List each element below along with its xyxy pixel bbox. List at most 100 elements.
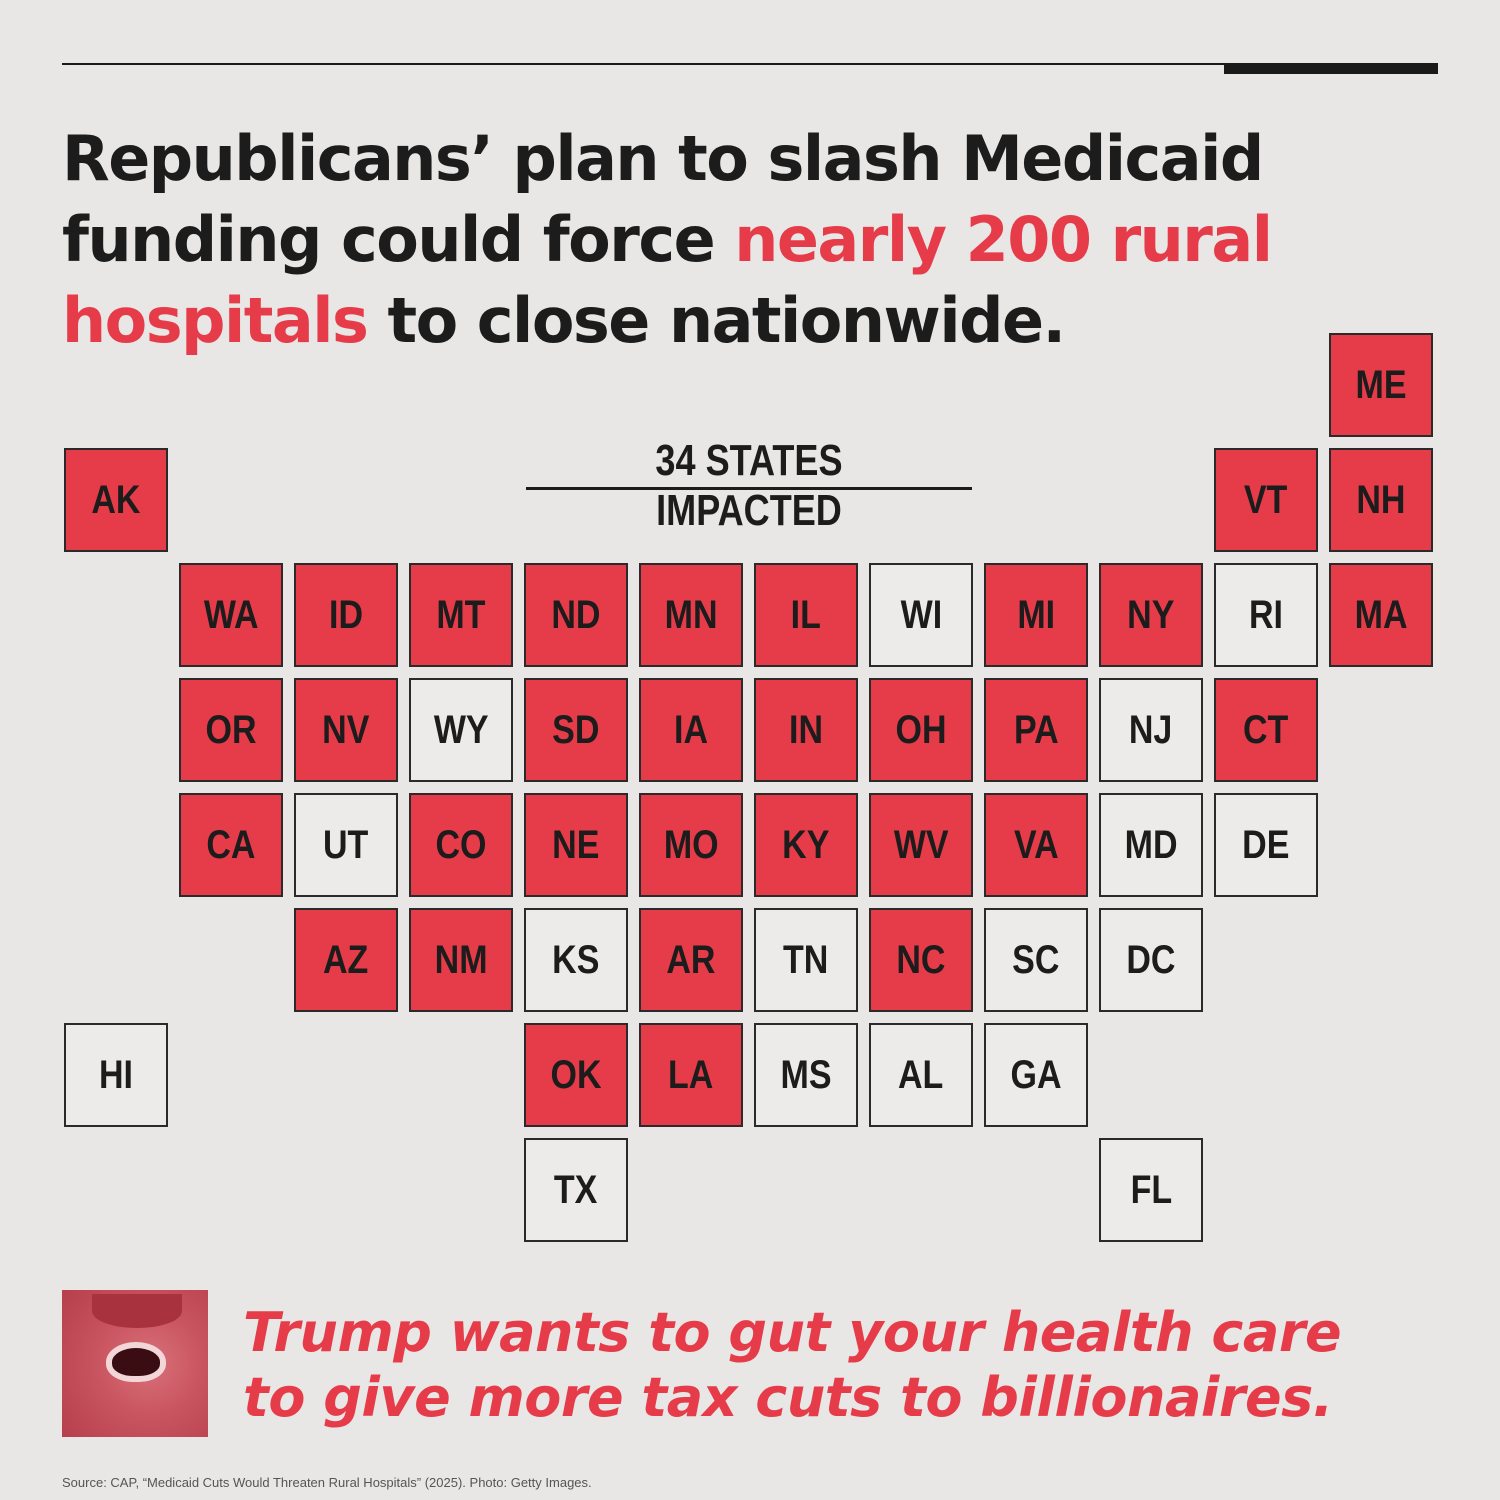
state-tile-or: OR xyxy=(179,678,283,782)
state-code: MN xyxy=(664,592,718,637)
state-tile-va: VA xyxy=(984,793,1088,897)
state-code: FL xyxy=(1130,1167,1172,1212)
state-tile-wy: WY xyxy=(409,678,513,782)
state-tile-mi: MI xyxy=(984,563,1088,667)
state-tile-md: MD xyxy=(1099,793,1203,897)
state-tile-ca: CA xyxy=(179,793,283,897)
state-tile-ia: IA xyxy=(639,678,743,782)
state-code: ME xyxy=(1355,362,1407,407)
state-code: VA xyxy=(1013,822,1059,867)
state-tile-wa: WA xyxy=(179,563,283,667)
state-code: IL xyxy=(790,592,822,637)
state-code: AR xyxy=(666,937,716,982)
state-tile-map: ME AK VT NH WA ID MT ND MN IL WI MI NY RI MA OR NV WY SD IA… xyxy=(64,333,1433,1242)
state-tile-ms: MS xyxy=(754,1023,858,1127)
state-tile-fl: FL xyxy=(1099,1138,1203,1242)
state-code: VT xyxy=(1244,477,1288,522)
state-tile-oh: OH xyxy=(869,678,973,782)
state-code: DC xyxy=(1126,937,1176,982)
state-tile-mo: MO xyxy=(639,793,743,897)
state-code: SC xyxy=(1012,937,1060,982)
state-tile-ne: NE xyxy=(524,793,628,897)
headline: Republicans’ plan to slash Medicaid fund… xyxy=(62,118,1402,361)
state-code: OR xyxy=(205,707,257,752)
tagline-line2: to give more tax cuts to billionaires. xyxy=(243,1366,1333,1429)
state-tile-ut: UT xyxy=(294,793,398,897)
state-code: NC xyxy=(896,937,946,982)
headline-part2: to close nationwide. xyxy=(367,284,1066,357)
state-tile-hi: HI xyxy=(64,1023,168,1127)
state-code: TX xyxy=(554,1167,598,1212)
state-tile-sd: SD xyxy=(524,678,628,782)
state-code: NM xyxy=(434,937,488,982)
state-code: AK xyxy=(91,477,141,522)
state-code: WV xyxy=(893,822,949,867)
state-tile-ri: RI xyxy=(1214,563,1318,667)
state-tile-wi: WI xyxy=(869,563,973,667)
state-code: GA xyxy=(1010,1052,1062,1097)
top-rule xyxy=(62,63,1438,65)
state-tile-il: IL xyxy=(754,563,858,667)
state-code: WA xyxy=(203,592,259,637)
headline-part1: Republicans’ plan to slash Medicaid fund… xyxy=(62,122,1264,276)
state-code: NJ xyxy=(1129,707,1173,752)
state-tile-sc: SC xyxy=(984,908,1088,1012)
state-code: OK xyxy=(550,1052,602,1097)
state-tile-la: LA xyxy=(639,1023,743,1127)
state-code: WI xyxy=(900,592,942,637)
state-tile-az: AZ xyxy=(294,908,398,1012)
state-code: KS xyxy=(552,937,600,982)
state-code: TN xyxy=(783,937,829,982)
state-code: NY xyxy=(1127,592,1175,637)
tagline-line1: Trump wants to gut your health care xyxy=(243,1301,1342,1364)
state-code: MT xyxy=(436,592,486,637)
state-tile-id: ID xyxy=(294,563,398,667)
state-code: NE xyxy=(552,822,600,867)
photo-nose-shape xyxy=(92,1294,182,1328)
state-code: RI xyxy=(1249,592,1283,637)
state-tile-mn: MN xyxy=(639,563,743,667)
state-code: CO xyxy=(435,822,487,867)
state-tile-al: AL xyxy=(869,1023,973,1127)
state-code: SD xyxy=(552,707,600,752)
state-tile-ky: KY xyxy=(754,793,858,897)
state-tile-nc: NC xyxy=(869,908,973,1012)
state-tile-nm: NM xyxy=(409,908,513,1012)
state-tile-ga: GA xyxy=(984,1023,1088,1127)
state-code: CT xyxy=(1243,707,1289,752)
state-tile-wv: WV xyxy=(869,793,973,897)
state-code: ND xyxy=(551,592,601,637)
source-note: Source: CAP, “Medicaid Cuts Would Threat… xyxy=(62,1475,592,1490)
state-tile-pa: PA xyxy=(984,678,1088,782)
top-rule-accent xyxy=(1224,63,1438,74)
state-tile-ks: KS xyxy=(524,908,628,1012)
state-tile-nj: NJ xyxy=(1099,678,1203,782)
state-tile-ma: MA xyxy=(1329,563,1433,667)
state-code: IN xyxy=(789,707,823,752)
state-tile-tx: TX xyxy=(524,1138,628,1242)
state-tile-nv: NV xyxy=(294,678,398,782)
state-code: MI xyxy=(1017,592,1055,637)
state-code: MD xyxy=(1124,822,1178,867)
state-tile-tn: TN xyxy=(754,908,858,1012)
state-code: HI xyxy=(99,1052,133,1097)
state-tile-ar: AR xyxy=(639,908,743,1012)
state-tile-vt: VT xyxy=(1214,448,1318,552)
state-tile-me: ME xyxy=(1329,333,1433,437)
state-code: PA xyxy=(1013,707,1059,752)
trump-mouth-photo xyxy=(62,1290,208,1437)
state-code: NV xyxy=(322,707,370,752)
state-code: IA xyxy=(674,707,708,752)
state-code: LA xyxy=(668,1052,714,1097)
state-code: WY xyxy=(433,707,489,752)
state-code: OH xyxy=(895,707,947,752)
state-tile-dc: DC xyxy=(1099,908,1203,1012)
state-tile-ok: OK xyxy=(524,1023,628,1127)
tagline: Trump wants to gut your health care to gi… xyxy=(243,1300,1443,1430)
state-code: MS xyxy=(780,1052,832,1097)
photo-mouth-shape xyxy=(106,1342,166,1382)
state-code: AZ xyxy=(323,937,369,982)
state-code: MO xyxy=(663,822,719,867)
state-tile-nh: NH xyxy=(1329,448,1433,552)
map-subtitle: 34 STATES IMPACTED xyxy=(655,436,843,535)
